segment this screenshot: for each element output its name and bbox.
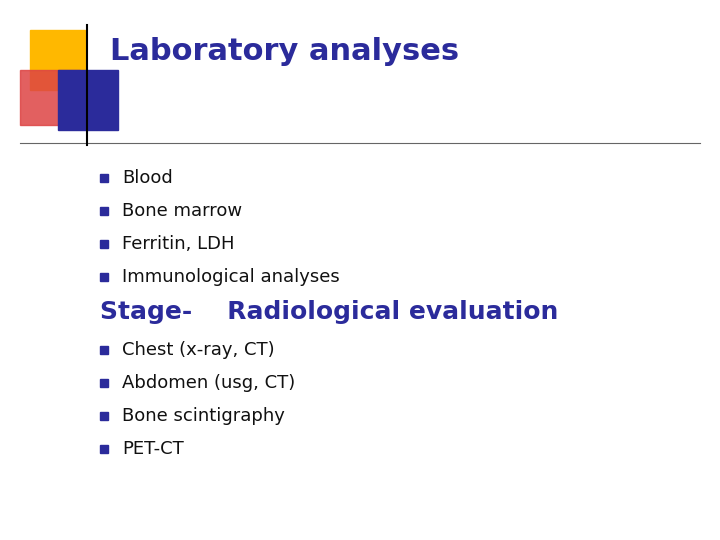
Text: Bone marrow: Bone marrow <box>122 202 242 220</box>
Text: Abdomen (usg, CT): Abdomen (usg, CT) <box>122 374 295 392</box>
Bar <box>30 30 85 90</box>
Bar <box>100 379 108 387</box>
Bar <box>58 70 118 130</box>
Text: Immunological analyses: Immunological analyses <box>122 268 340 286</box>
Text: Ferritin, LDH: Ferritin, LDH <box>122 235 235 253</box>
Text: PET-CT: PET-CT <box>122 440 184 458</box>
Bar <box>100 240 108 248</box>
Text: Bone scintigraphy: Bone scintigraphy <box>122 407 285 425</box>
Bar <box>100 346 108 354</box>
Bar <box>100 273 108 281</box>
Bar <box>100 412 108 420</box>
Text: Chest (x-ray, CT): Chest (x-ray, CT) <box>122 341 274 359</box>
Text: Stage-    Radiological evaluation: Stage- Radiological evaluation <box>100 300 559 324</box>
Bar <box>20 70 80 125</box>
Bar <box>100 174 108 182</box>
Bar <box>100 207 108 215</box>
Text: Laboratory analyses: Laboratory analyses <box>110 37 459 66</box>
Text: Blood: Blood <box>122 169 173 187</box>
Bar <box>100 445 108 453</box>
